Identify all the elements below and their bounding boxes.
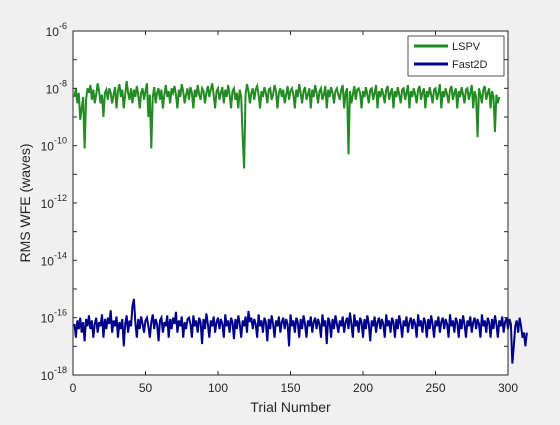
y-axis-label: RMS WFE (waves)	[17, 144, 33, 263]
y-tick-label: 10-10	[41, 136, 67, 154]
series-line-fast2d	[73, 298, 528, 364]
x-ticks: 0 50 100 150 200 250 300	[70, 31, 518, 395]
x-tick-label: 250	[425, 381, 445, 395]
x-tick-label: 200	[353, 381, 373, 395]
legend: LSPV Fast2D	[407, 35, 505, 77]
x-tick-label: 50	[139, 381, 153, 395]
x-axis-label: Trial Number	[250, 399, 331, 415]
y-tick-label: 10-6	[46, 21, 67, 39]
y-tick-label: 10-18	[41, 365, 67, 383]
legend-box	[407, 35, 505, 77]
legend-label-fast2d: Fast2D	[452, 59, 488, 71]
x-tick-label: 300	[498, 381, 518, 395]
y-tick-label: 10-8	[46, 78, 67, 96]
y-tick-label: 10-16	[41, 308, 67, 326]
y-tick-label: 10-12	[41, 193, 67, 211]
series-layer	[73, 80, 528, 364]
x-tick-label: 150	[280, 381, 300, 395]
y-ticks: 10-18 10-16 10-14 10-12 10-10 10-8 10-6	[41, 21, 508, 383]
legend-label-lspv: LSPV	[452, 41, 481, 53]
series-line-lspv	[73, 80, 501, 169]
y-tick-label: 10-14	[41, 250, 67, 268]
x-tick-label: 100	[208, 381, 228, 395]
x-tick-label: 0	[70, 381, 77, 395]
